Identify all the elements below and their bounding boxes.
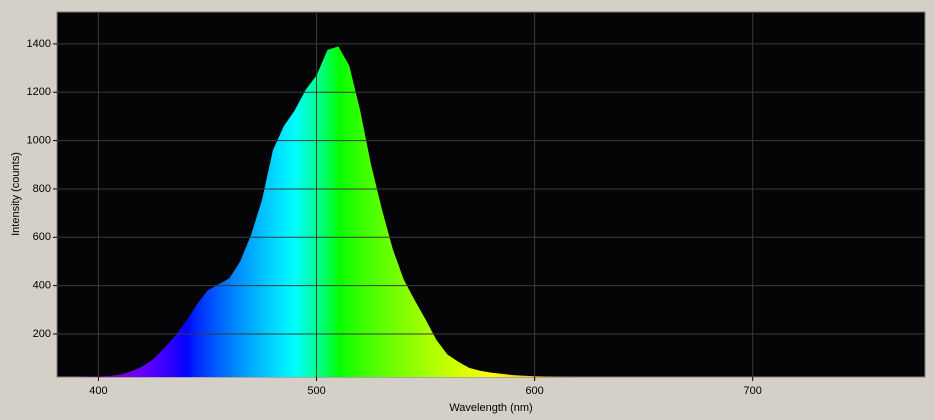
y-axis-label: Intensity (counts) — [10, 152, 22, 236]
spectrum-area — [65, 46, 925, 378]
y-tick-label: 200 — [33, 328, 51, 340]
y-tick-label: 1200 — [27, 86, 51, 98]
y-tick-label: 1000 — [27, 135, 51, 147]
x-tick-label: 600 — [525, 385, 543, 397]
x-axis-label: Wavelength (nm) — [449, 402, 532, 414]
x-tick-label: 700 — [744, 385, 762, 397]
y-tick-label: 400 — [33, 280, 51, 292]
y-tick-label: 1400 — [27, 38, 51, 50]
x-tick-label: 500 — [307, 385, 325, 397]
y-tick-label: 600 — [33, 231, 51, 243]
y-tick-label: 800 — [33, 183, 51, 195]
x-tick-label: 400 — [89, 385, 107, 397]
